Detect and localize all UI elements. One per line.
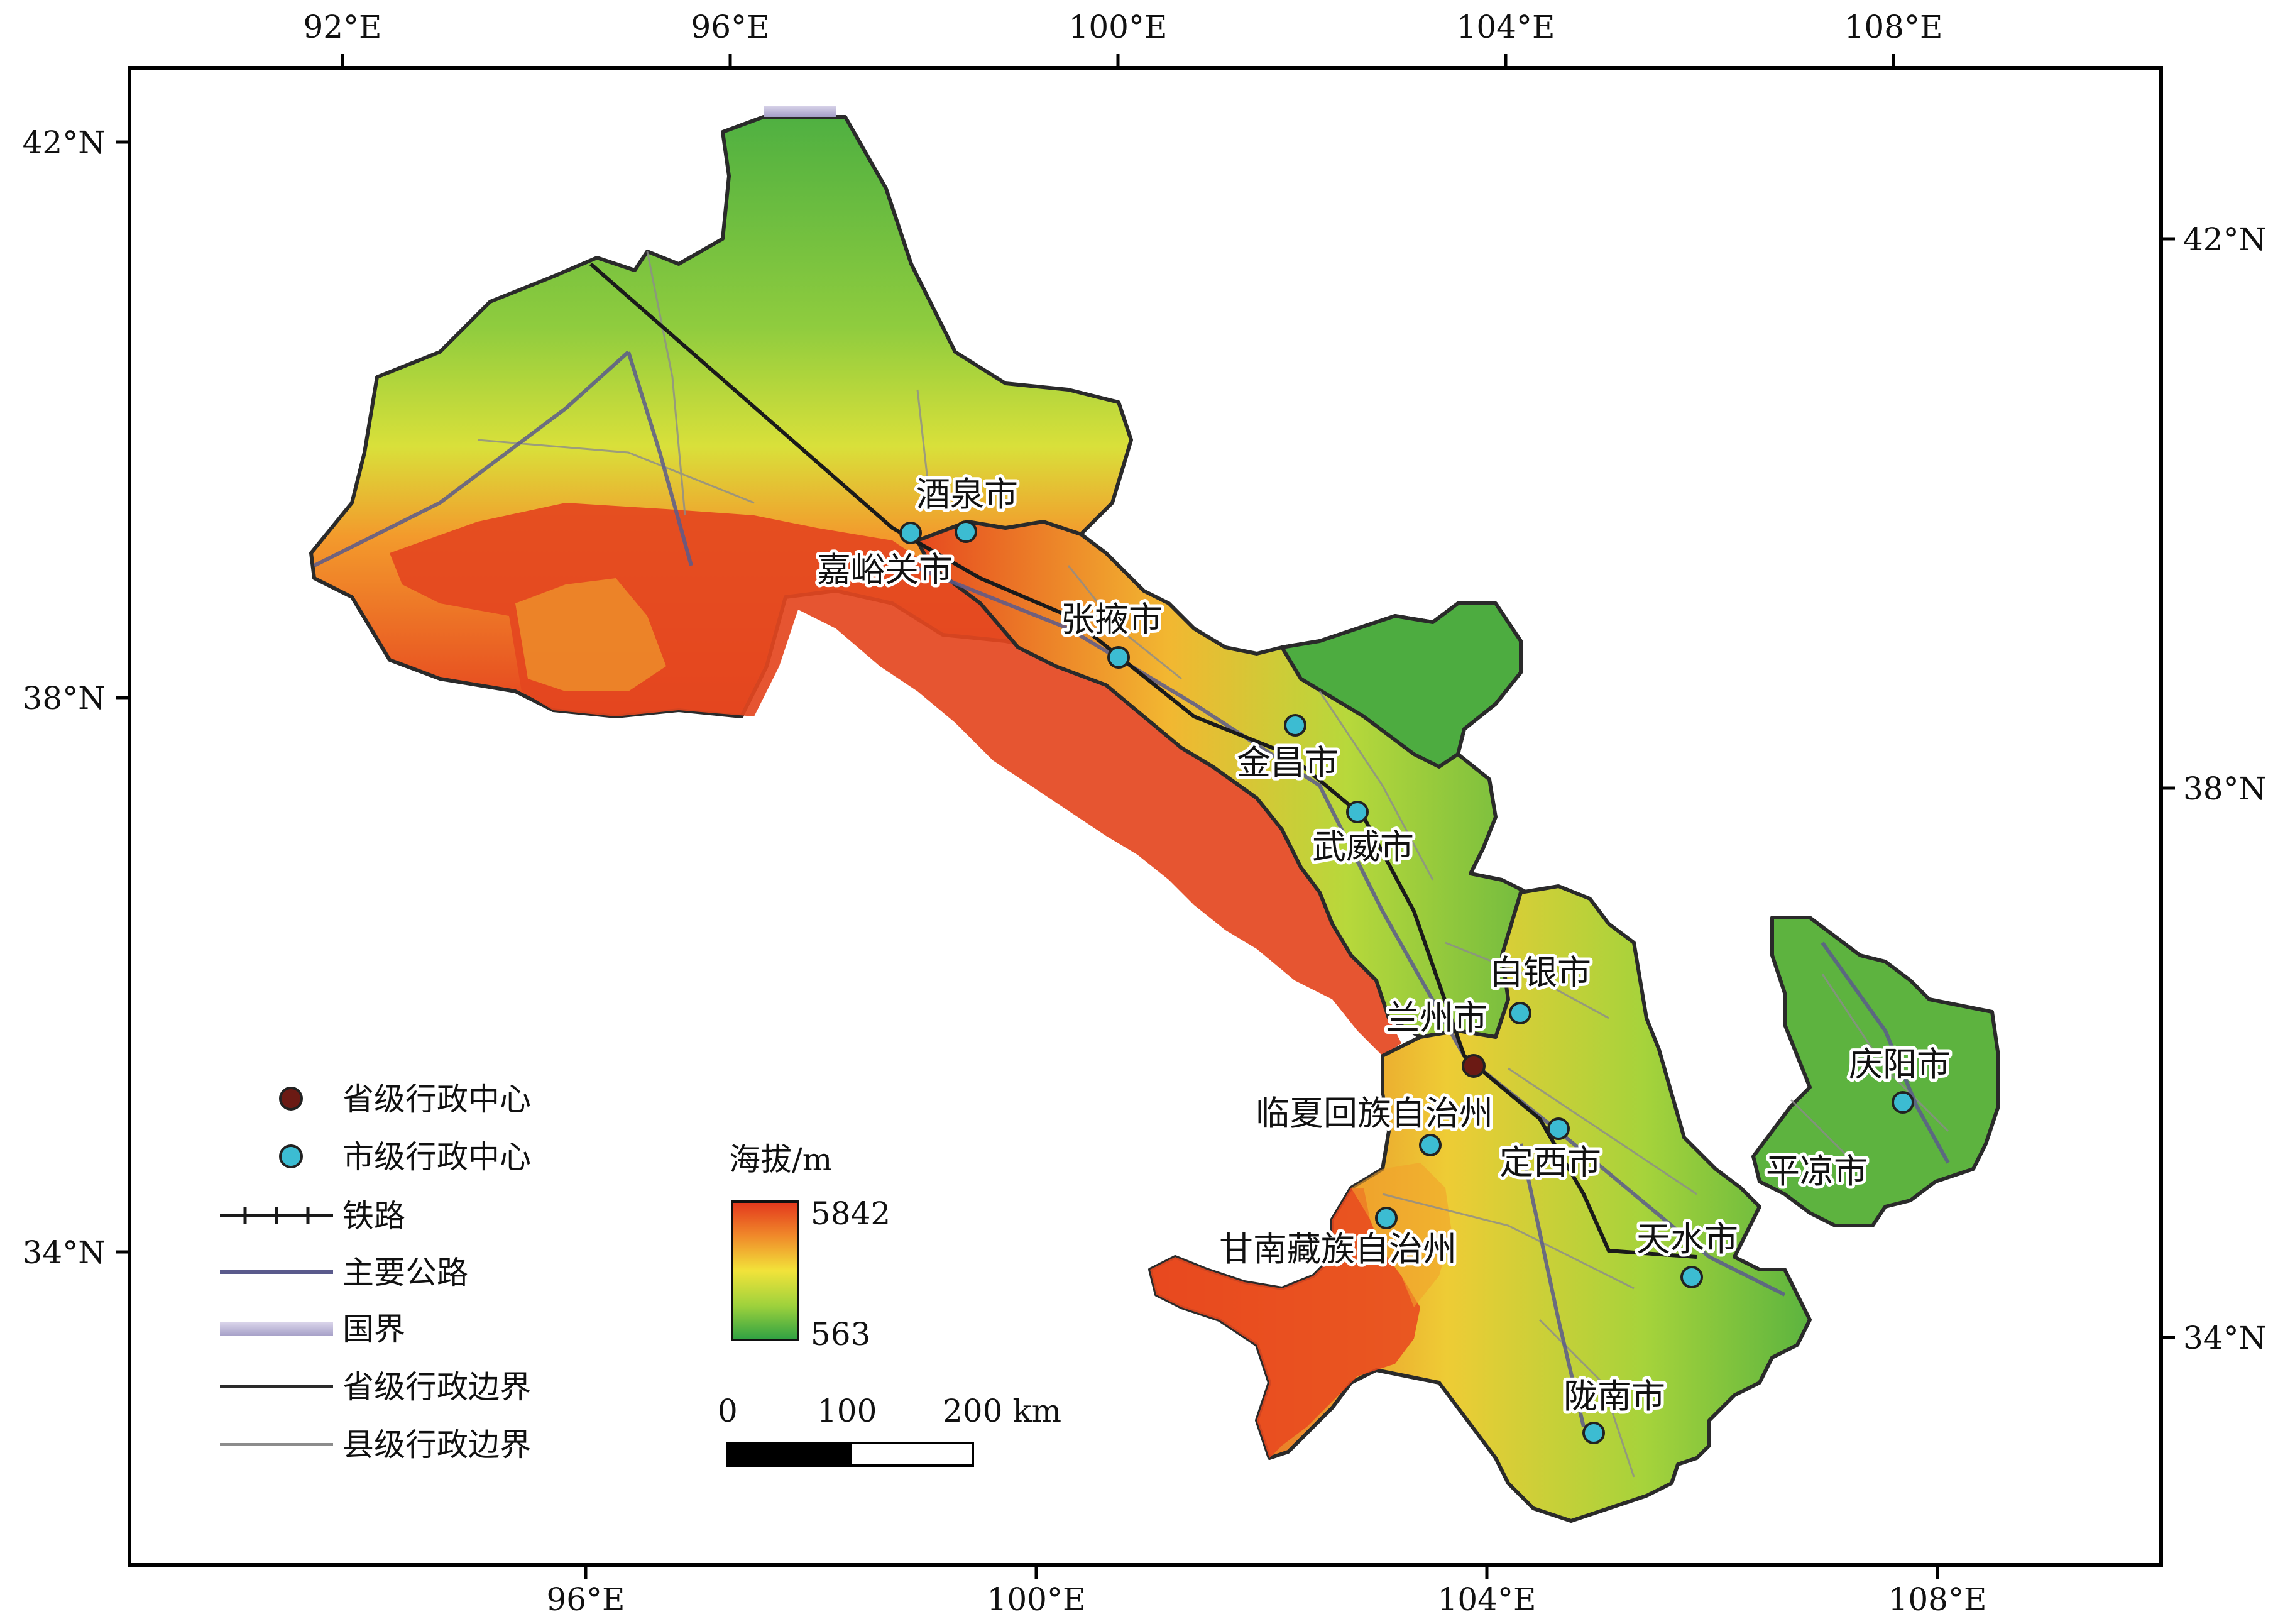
city-labels: 酒泉市 嘉峪关市 张掖市 金昌市 武威市 白银市 兰州市 临夏回族自治州 定西市… [814,471,1954,1419]
capital-marker-lanzhou [1462,1054,1486,1078]
city-label-jiayuguan: 嘉峪关市 [817,550,953,590]
city-marker-longnan [1582,1422,1605,1444]
legend-symbol-national-border [220,1322,333,1336]
city-marker-zhangye [1107,646,1130,669]
city-label-wuwei: 武威市 [1312,827,1414,867]
top-tick-label: 96°E [691,9,769,45]
scale-bar-empty [849,1442,974,1467]
city-label-lanzhou: 兰州市 [1386,998,1487,1038]
national-border-segment [764,106,836,117]
highways [313,350,1950,1427]
top-tick-label: 108°E [1844,9,1943,45]
top-tick-label: 100°E [1069,9,1168,45]
right-tick-label: 42°N [2183,221,2266,258]
city-marker-jinchang [1284,714,1306,737]
city-label-jinchang: 金昌市 [1237,743,1339,782]
terrain-qilian-mid [515,578,666,691]
terrain-gannan-high [1150,1188,1420,1458]
left-axis-labels: 42°N 38°N 34°N [23,124,106,1271]
city-marker-jiayuguan [899,522,922,544]
top-tick-label: 104°E [1457,9,1555,45]
right-tick-label: 34°N [2183,1320,2266,1356]
scale-label: 100 [817,1393,877,1429]
scale-label: 200 km [943,1393,1061,1429]
elevation-colorbar: 海拔/m 5842 563 [729,1141,890,1352]
right-tick-label: 38°N [2183,771,2266,807]
colorbar-gradient [731,1200,799,1341]
bottom-tick-label: 100°E [987,1581,1086,1618]
left-tick-label: 34°N [23,1234,106,1271]
city-label-dingxi: 定西市 [1499,1143,1601,1182]
right-axis-labels: 42°N 38°N 34°N [2183,221,2266,1356]
bottom-tick-label: 108°E [1888,1581,1987,1618]
scale-label: 0 [718,1393,738,1429]
scale-bar: 0 100 200 km [718,1393,1061,1467]
city-marker-tianshui [1680,1266,1703,1288]
legend-label: 主要公路 [342,1254,468,1291]
colorbar-min-label: 563 [811,1316,870,1352]
city-label-tianshui: 天水市 [1636,1219,1738,1259]
bottom-tick-label: 104°E [1438,1581,1536,1618]
legend-symbol-city [279,1144,303,1168]
legend-label: 铁路 [342,1198,405,1234]
colorbar-max-label: 5842 [811,1195,890,1232]
left-tick-label: 42°N [23,124,106,161]
city-marker-baiyin [1509,1002,1531,1024]
legend-label: 国界 [342,1311,405,1347]
bottom-axis-labels: 96°E 100°E 104°E 108°E [546,1581,1986,1618]
colorbar-title: 海拔/m [729,1141,832,1178]
top-axis-labels: 92°E 96°E 100°E 104°E 108°E [303,9,1942,45]
legend-label: 省级行政中心 [342,1081,531,1117]
bottom-tick-label: 96°E [546,1581,625,1618]
city-marker-jiuquan [955,520,977,543]
legend-symbol-capital [279,1087,303,1111]
province-terrain [309,115,2000,1523]
city-label-baiyin: 白银市 [1489,953,1591,992]
city-label-jiuquan: 酒泉市 [916,475,1018,514]
legend-symbol-railway [220,1207,333,1224]
city-label-gannan: 甘南藏族自治州 [1219,1229,1457,1269]
city-marker-wuwei [1346,801,1369,823]
legend-label: 省级行政边界 [342,1369,531,1405]
city-label-qingyang: 庆阳市 [1849,1045,1951,1084]
left-tick-label: 38°N [23,680,106,716]
county-borders [477,251,1949,1478]
city-label-longnan: 陇南市 [1564,1376,1665,1416]
city-label-zhangye: 张掖市 [1061,600,1163,639]
axis-ticks [116,54,2175,1579]
legend-label: 市级行政中心 [342,1139,531,1175]
city-marker-qingyang [1892,1091,1914,1114]
city-marker-gannan [1375,1207,1398,1229]
top-tick-label: 92°E [303,9,381,45]
scale-bar-filled [726,1442,852,1467]
map-legend: 省级行政中心 市级行政中心 铁路 主要公路 国界 省级行政边界 县级行政边界 [220,1081,531,1463]
city-marker-linxia [1419,1134,1442,1156]
legend-label: 县级行政边界 [342,1427,531,1463]
terrain-east-qingyang [1751,916,2000,1227]
city-markers [899,520,1914,1444]
railway [589,262,1697,1259]
terrain-wuwei-north [1280,601,1523,769]
city-label-pingliang: 平凉市 [1766,1151,1868,1191]
city-marker-dingxi [1547,1117,1570,1140]
terrain-gannan-mid [1351,1163,1452,1307]
city-label-linxia: 临夏回族自治州 [1256,1094,1493,1133]
